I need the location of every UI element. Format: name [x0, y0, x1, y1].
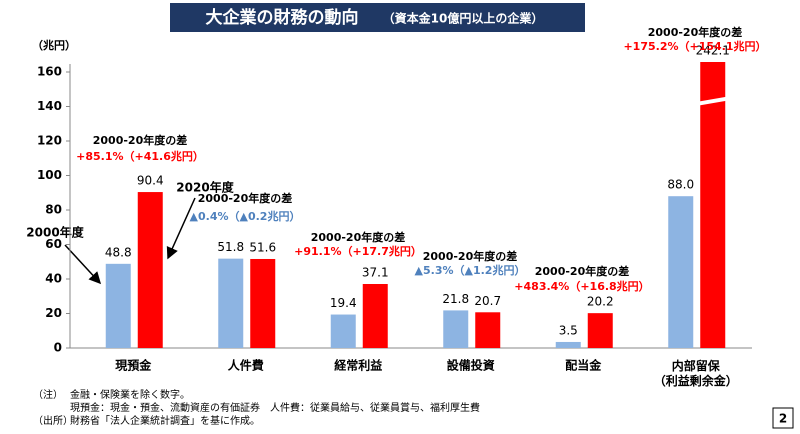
bar	[330, 314, 356, 348]
y-tick-label: 60	[45, 237, 62, 251]
x-tick-label: 人件費	[228, 358, 264, 373]
x-tick-label: 現預金	[115, 358, 152, 373]
y-tick-label: 20	[45, 306, 62, 320]
data-label: 3.5	[559, 323, 578, 337]
legend-2020: 2020年度	[176, 180, 234, 195]
bar	[362, 284, 388, 348]
y-unit: （兆円）	[32, 38, 76, 52]
bar	[105, 263, 131, 348]
data-label: 51.6	[249, 240, 276, 254]
annotation-heading: 2000-20年度の差	[648, 25, 743, 39]
bar	[668, 196, 694, 348]
data-label: 19.4	[330, 296, 357, 310]
x-tick-label: 配当金	[565, 358, 602, 373]
title-box	[170, 3, 585, 32]
y-tick-label: 140	[37, 99, 62, 113]
chart-title: 大企業の財務の動向	[206, 7, 359, 28]
x-tick-label: 設備投資	[447, 358, 495, 373]
bar	[443, 310, 469, 348]
y-tick-label: 160	[37, 65, 62, 79]
y-tick-label: 0	[54, 341, 62, 355]
annotation-heading: 2000-20年度の差	[311, 230, 406, 244]
data-label: 51.8	[217, 240, 244, 254]
note: 財務省「法人企業統計調査」を基に作成。	[70, 414, 260, 427]
note-label: （出所）	[33, 414, 73, 427]
page-number: 2	[779, 412, 787, 426]
note: 現預金：現金・預金、流動資産の有価証券 人件費：従業員給与、従業員賞与、福利厚生…	[70, 401, 480, 414]
arrow	[64, 244, 102, 285]
y-tick-label: 80	[45, 203, 62, 217]
x-tick-label: 内部留保（利益剰余金）	[654, 358, 738, 388]
axis-break	[698, 96, 728, 106]
arrow	[166, 197, 196, 260]
y-tick-label: 120	[37, 134, 62, 148]
page-box	[772, 407, 794, 429]
annotation: +483.4%（+16.8兆円）	[514, 279, 649, 293]
annotation: +175.2%（+154.1兆円）	[623, 39, 766, 53]
chart-subtitle: （資本金10億円以上の企業）	[383, 11, 544, 26]
bar	[137, 192, 163, 348]
annotation-heading: 2000-20年度の差	[423, 249, 518, 263]
annotation: +91.1%（+17.7兆円）	[294, 244, 422, 258]
y-tick-label: 100	[37, 168, 62, 182]
data-label: 20.7	[474, 294, 501, 308]
data-label: 21.8	[442, 292, 469, 306]
bar	[587, 313, 613, 348]
data-label: 37.1	[362, 266, 389, 280]
annotation-heading: 2000-20年度の差	[93, 133, 188, 147]
data-label: 48.8	[105, 245, 132, 259]
annotation: +85.1%（+41.6兆円）	[76, 149, 204, 163]
annotation: ▲5.3%（▲1.2兆円）	[415, 263, 526, 277]
annotation-heading: 2000-20年度の差	[535, 264, 630, 278]
bar	[250, 258, 276, 348]
data-label: 242.1	[696, 44, 730, 58]
bar	[475, 312, 501, 348]
note: 金融・保険業を除く数字。	[70, 388, 190, 401]
note-label: （注）	[33, 388, 63, 401]
x-tick-line: （利益剰余金）	[654, 373, 738, 388]
bar	[218, 258, 244, 348]
x-tick-label: 経常利益	[334, 358, 382, 373]
data-label: 90.4	[137, 174, 164, 188]
data-label: 20.2	[587, 295, 614, 309]
data-label: 88.0	[667, 178, 694, 192]
annotation: ▲0.4%（▲0.2兆円）	[190, 209, 301, 223]
y-tick-label: 40	[45, 272, 62, 286]
bar	[555, 341, 581, 348]
bar	[700, 62, 726, 348]
annotation-heading: 2000-20年度の差	[198, 191, 293, 205]
x-tick-line: 内部留保	[672, 358, 721, 373]
